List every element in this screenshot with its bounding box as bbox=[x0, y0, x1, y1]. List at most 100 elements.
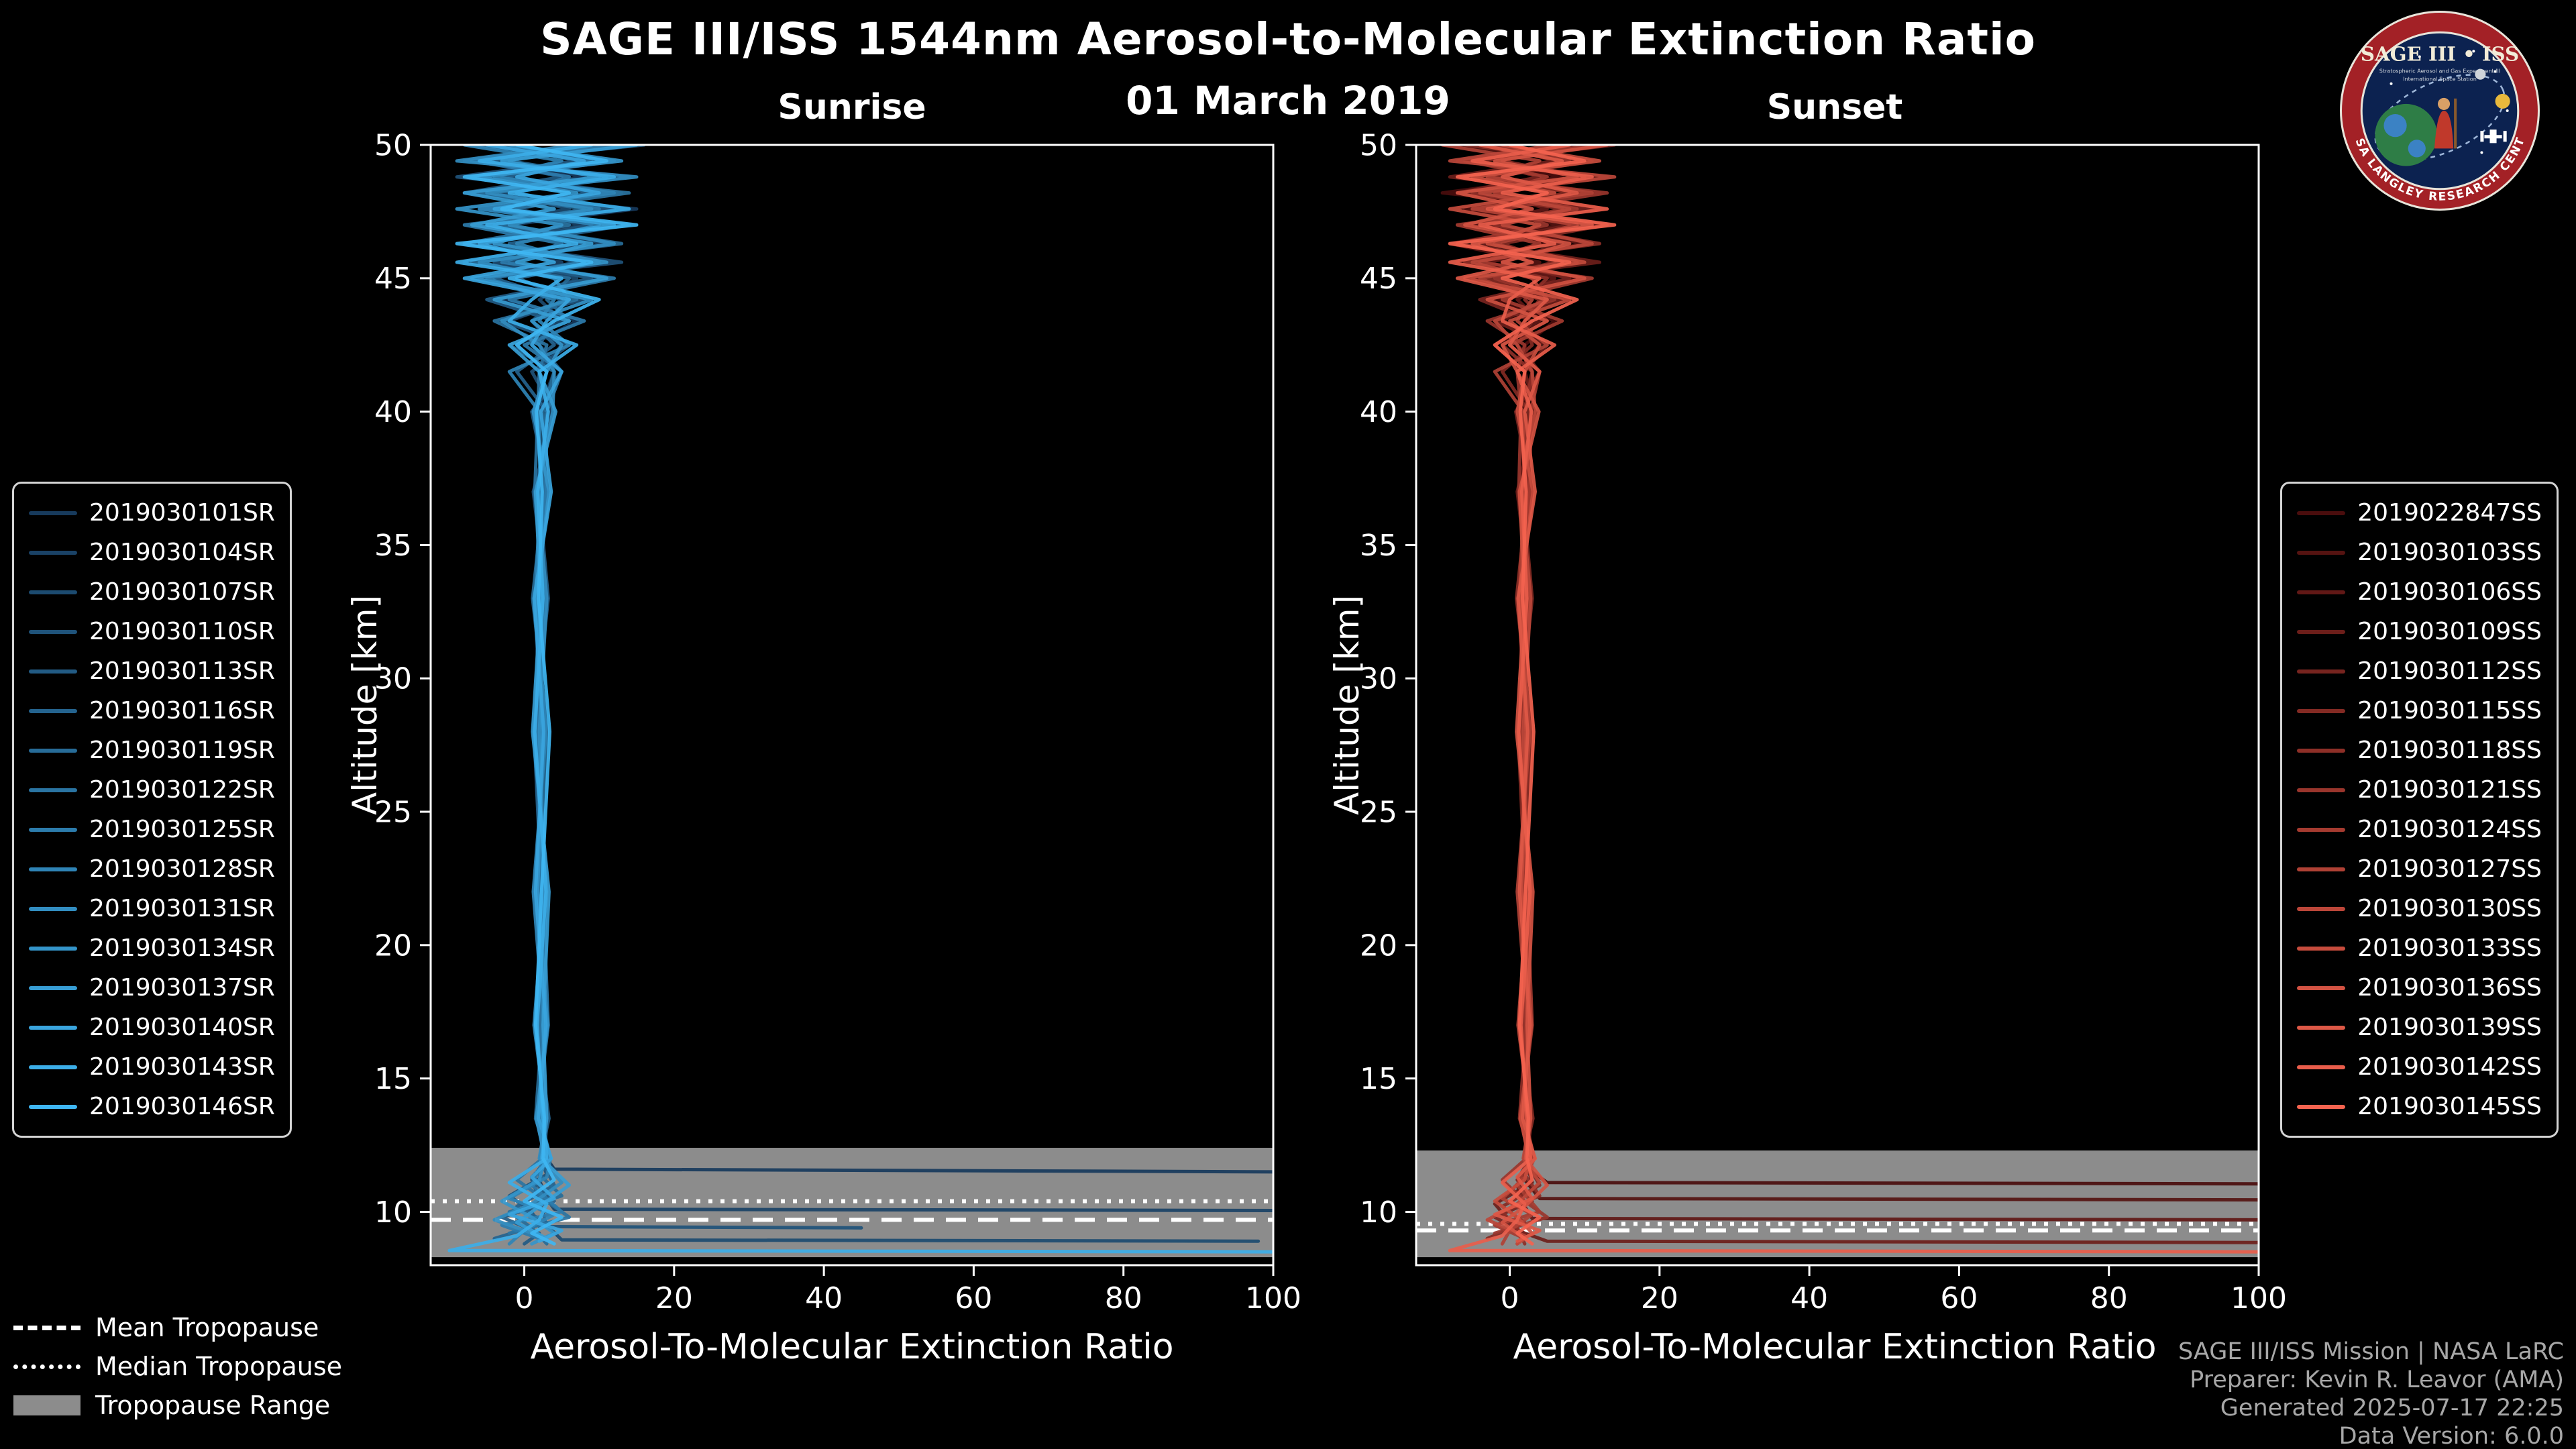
y-tick-label: 50 bbox=[374, 128, 412, 162]
plot-border bbox=[429, 144, 1275, 1267]
credits-data-version: Data Version: 6.0.0 bbox=[2339, 1423, 2564, 1449]
sunrise-plot: 10 15 20 25 30 35 40 45 50 0 20 40 60 80 100 bbox=[374, 128, 1301, 1316]
legend-item: 2019022847SS bbox=[2297, 493, 2542, 533]
legend-item: 2019030127SS bbox=[2297, 849, 2542, 889]
legend-line-swatch bbox=[29, 788, 77, 792]
profile-line bbox=[462, 145, 616, 1246]
sunrise-x-axis-label: Aerosol-To-Molecular Extinction Ratio bbox=[530, 1327, 1174, 1367]
legend-line-swatch bbox=[2297, 946, 2346, 951]
legend-label: 2019030116SR bbox=[89, 697, 275, 724]
legend-item: 2019030113SR bbox=[29, 651, 275, 691]
logo-earth-icon bbox=[2375, 103, 2437, 166]
x-tick-label: 100 bbox=[2231, 1281, 2287, 1316]
legend-line-swatch bbox=[29, 669, 77, 674]
sunset-plot: 10 15 20 25 30 35 40 45 50 0 20 40 60 80 100 bbox=[1360, 128, 2287, 1316]
y-tick-label: 40 bbox=[1360, 395, 1397, 429]
legend-line-swatch bbox=[2297, 827, 2346, 832]
legend-item: 2019030130SS bbox=[2297, 889, 2542, 928]
legend-label: 2019030145SS bbox=[2357, 1093, 2542, 1120]
legend-item: 2019030116SR bbox=[29, 691, 275, 731]
legend-line-swatch bbox=[29, 1104, 77, 1109]
legend-line-swatch bbox=[29, 590, 77, 594]
legend-label: 2019030134SR bbox=[89, 934, 275, 962]
legend-item: 2019030118SS bbox=[2297, 731, 2542, 770]
y-tick-label: 25 bbox=[1360, 795, 1397, 829]
legend-label: 2019030121SS bbox=[2357, 776, 2542, 804]
legend-label: 2019030101SR bbox=[89, 499, 275, 527]
y-tick-label: 10 bbox=[1360, 1195, 1397, 1230]
x-tick-label: 40 bbox=[1790, 1281, 1828, 1316]
y-tick-label: 25 bbox=[374, 795, 412, 829]
profile-line bbox=[455, 145, 639, 1246]
legend-label: 2019030143SR bbox=[89, 1053, 275, 1081]
logo-subtitle-right: International Space Station bbox=[2403, 76, 2477, 83]
legend-item: 2019030112SS bbox=[2297, 651, 2542, 691]
legend-line-swatch bbox=[29, 827, 77, 832]
legend-item: 2019030106SS bbox=[2297, 572, 2542, 612]
x-tick-label: 0 bbox=[515, 1281, 534, 1316]
x-tick-label: 0 bbox=[1501, 1281, 1519, 1316]
legend-label: 2019030128SR bbox=[89, 855, 275, 883]
legend-item: 2019030140SR bbox=[29, 1008, 275, 1047]
tropopause-range-swatch bbox=[13, 1395, 80, 1415]
mean-tropopause-line-sample bbox=[13, 1325, 80, 1330]
tropopause-range-legend-item: Tropopause Range bbox=[13, 1386, 342, 1425]
y-tick-label: 35 bbox=[1360, 529, 1397, 563]
legend-label: 2019030122SR bbox=[89, 776, 275, 804]
legend-label: 2019030133SS bbox=[2357, 934, 2542, 962]
sunset-x-axis-label: Aerosol-To-Molecular Extinction Ratio bbox=[1513, 1327, 2157, 1367]
y-tick-label: 30 bbox=[374, 662, 412, 696]
mean-tropopause-legend-item: Mean Tropopause bbox=[13, 1308, 342, 1347]
legend-line-swatch bbox=[2297, 629, 2346, 634]
sunset-legend: 2019022847SS 2019030103SS 2019030106SS 2019… bbox=[2280, 482, 2559, 1138]
tropopause-range-label: Tropopause Range bbox=[95, 1391, 331, 1420]
legend-label: 2019030106SS bbox=[2357, 578, 2542, 606]
legend-item: 2019030104SR bbox=[29, 533, 275, 572]
logo-earth-ocean bbox=[2383, 114, 2407, 138]
legend-item: 2019030107SR bbox=[29, 572, 275, 612]
legend-label: 2019030124SS bbox=[2357, 816, 2542, 843]
x-tick-label: 40 bbox=[805, 1281, 843, 1316]
legend-item: 2019030143SR bbox=[29, 1047, 275, 1087]
logo-stars bbox=[2390, 50, 2509, 154]
mean-tropopause-label: Mean Tropopause bbox=[95, 1313, 319, 1342]
credits-mission: SAGE III/ISS Mission | NASA LaRC bbox=[2178, 1338, 2564, 1365]
logo-earth-ocean2 bbox=[2408, 140, 2426, 158]
y-tick-label: 15 bbox=[1360, 1062, 1397, 1096]
logo-title: SAGE III • ISS bbox=[2361, 43, 2519, 66]
legend-item: 2019030109SS bbox=[2297, 612, 2542, 651]
legend-line-swatch bbox=[29, 511, 77, 515]
y-tick-label: 20 bbox=[1360, 928, 1397, 963]
x-tick-label: 100 bbox=[1245, 1281, 1301, 1316]
legend-line-swatch bbox=[29, 867, 77, 871]
legend-label: 2019030139SS bbox=[2357, 1014, 2542, 1041]
legend-label: 2019022847SS bbox=[2357, 499, 2542, 527]
tropopause-range-band bbox=[1416, 1150, 2259, 1258]
median-tropopause-label: Median Tropopause bbox=[95, 1352, 342, 1381]
x-tick-label: 20 bbox=[655, 1281, 693, 1316]
profile-line bbox=[447, 145, 1273, 1254]
legend-label: 2019030146SR bbox=[89, 1093, 275, 1120]
legend-line-swatch bbox=[2297, 550, 2346, 555]
legend-line-swatch bbox=[29, 748, 77, 753]
legend-line-swatch bbox=[29, 906, 77, 911]
logo-moon-icon bbox=[2475, 68, 2486, 80]
legend-line-swatch bbox=[2297, 788, 2346, 792]
sunrise-legend: 2019030101SR 2019030104SR 2019030107SR 2019… bbox=[12, 482, 292, 1138]
y-tick-label: 50 bbox=[1360, 128, 1397, 162]
legend-label: 2019030125SR bbox=[89, 816, 275, 843]
plot-border bbox=[1415, 144, 2260, 1267]
y-tick-label: 20 bbox=[374, 928, 412, 963]
legend-item: 2019030146SR bbox=[29, 1087, 275, 1126]
plot-background bbox=[431, 145, 1273, 1265]
sunrise-panel-title: Sunrise bbox=[777, 87, 926, 127]
logo-sage-figure bbox=[2434, 97, 2457, 149]
sunset-panel-title: Sunset bbox=[1766, 87, 1903, 127]
page-title: SAGE III/ISS 1544nm Aerosol-to-Molecular… bbox=[540, 13, 2036, 65]
legend-item: 2019030145SS bbox=[2297, 1087, 2542, 1126]
x-tick-label: 80 bbox=[1105, 1281, 1142, 1316]
y-tick-label: 45 bbox=[1360, 262, 1397, 296]
legend-label: 2019030113SR bbox=[89, 657, 275, 685]
legend-label: 2019030115SS bbox=[2357, 697, 2542, 724]
legend-item: 2019030142SS bbox=[2297, 1047, 2542, 1087]
